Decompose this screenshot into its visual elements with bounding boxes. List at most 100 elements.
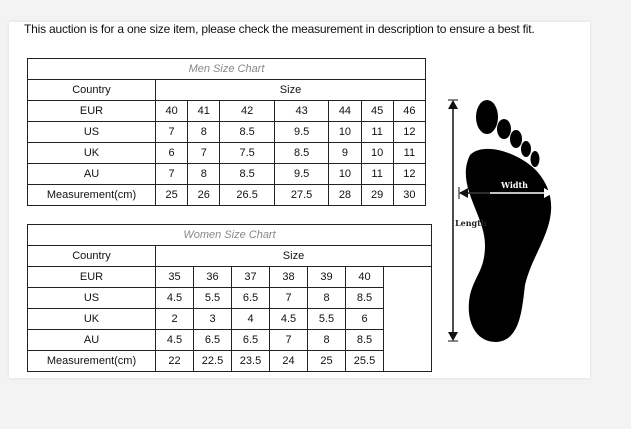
size-cell: 8.5 [273,142,330,164]
table-row: US 7 8 8.5 9.5 10 11 12 [27,121,427,143]
size-cell: 42 [219,100,275,122]
size-cell: 35 [155,266,194,288]
size-cell: 6 [154,142,189,164]
women-table-title: Women Size Chart [27,224,432,246]
women-size-table: Women Size Chart Country Size EUR 35 36 37 38… [27,224,432,372]
size-cell: 5.5 [307,308,346,330]
size-cell: 26.5 [219,184,275,206]
row-label: EUR [27,100,156,122]
size-cell: 30 [392,184,427,206]
size-cell: 38 [269,266,308,288]
row-label: Measurement(cm) [27,184,156,206]
width-label: Width [500,180,528,190]
size-cell: 29 [360,184,394,206]
size-cell: 8 [307,287,346,309]
size-cell: 7 [187,142,221,164]
size-cell: 7 [269,329,308,351]
row-label: US [27,287,156,309]
table-row: Measurement(cm) 22 22.5 23.5 24 25 25.5 [27,350,432,372]
size-cell: 7 [154,163,189,185]
size-cell: 8 [307,329,346,351]
size-cell: 8.5 [345,287,384,309]
size-cell: 25 [154,184,189,206]
empty-cell [383,329,432,351]
size-cell: 4 [231,308,270,330]
size-cell: 9.5 [273,121,330,143]
size-cell: 6.5 [231,287,270,309]
size-cell: 44 [328,100,362,122]
size-cell: 28 [328,184,362,206]
size-cell: 7 [154,121,189,143]
size-cell: 25.5 [345,350,384,372]
size-cell: 9 [328,142,362,164]
table-row: UK 2 3 4 4.5 5.5 6 [27,308,432,330]
size-cell: 4.5 [155,329,194,351]
size-header: Size [155,245,432,267]
size-cell: 11 [392,142,427,164]
size-cell: 43 [273,100,330,122]
row-label: Measurement(cm) [27,350,156,372]
size-cell: 26 [187,184,221,206]
size-cell: 46 [392,100,427,122]
size-cell: 7 [269,287,308,309]
size-cell: 12 [392,163,427,185]
size-cell: 36 [193,266,232,288]
size-cell: 25 [307,350,346,372]
size-cell: 8 [187,121,221,143]
size-header: Size [155,79,426,101]
size-cell: 5.5 [193,287,232,309]
men-table-title: Men Size Chart [27,58,426,80]
table-row: UK 6 7 7.5 8.5 9 10 11 [27,142,427,164]
size-cell: 6.5 [231,329,270,351]
size-cell: 12 [392,121,427,143]
size-cell: 10 [360,142,394,164]
fit-notice: This auction is for a one size item, ple… [24,22,535,36]
size-cell: 8.5 [219,163,275,185]
row-label: AU [27,329,156,351]
size-cell: 11 [360,121,394,143]
table-row: EUR 40 41 42 43 44 45 46 [27,100,427,122]
table-row: US 4.5 5.5 6.5 7 8 8.5 [27,287,432,309]
size-cell: 7.5 [219,142,275,164]
size-cell: 23.5 [231,350,270,372]
size-cell: 6 [345,308,384,330]
size-cell: 9.5 [273,163,330,185]
empty-cell [383,287,432,309]
size-cell: 3 [193,308,232,330]
size-cell: 4.5 [155,287,194,309]
foot-measurement-diagram: Width Length [448,99,553,343]
table-row: AU 4.5 6.5 6.5 7 8 8.5 [27,329,432,351]
size-cell: 10 [328,121,362,143]
size-cell: 22.5 [193,350,232,372]
size-cell: 4.5 [269,308,308,330]
size-cell: 39 [307,266,346,288]
size-cell: 11 [360,163,394,185]
row-label: US [27,121,156,143]
row-label: AU [27,163,156,185]
size-cell: 6.5 [193,329,232,351]
size-cell: 24 [269,350,308,372]
table-row: EUR 35 36 37 38 39 40 [27,266,432,288]
foot-icon [465,100,552,343]
size-cell: 8.5 [219,121,275,143]
size-cell: 40 [345,266,384,288]
size-cell: 22 [155,350,194,372]
size-cell: 10 [328,163,362,185]
table-row: AU 7 8 8.5 9.5 10 11 12 [27,163,427,185]
size-cell: 8 [187,163,221,185]
size-cell: 41 [187,100,221,122]
country-header: Country [27,245,156,267]
empty-cell [383,350,432,372]
size-cell: 8.5 [345,329,384,351]
row-label: EUR [27,266,156,288]
size-cell: 2 [155,308,194,330]
row-label: UK [27,308,156,330]
row-label: UK [27,142,156,164]
country-header: Country [27,79,156,101]
size-cell: 37 [231,266,270,288]
empty-cell [383,308,432,330]
size-cell: 27.5 [273,184,330,206]
size-cell: 45 [360,100,394,122]
size-cell: 40 [154,100,189,122]
empty-cell [383,266,432,288]
